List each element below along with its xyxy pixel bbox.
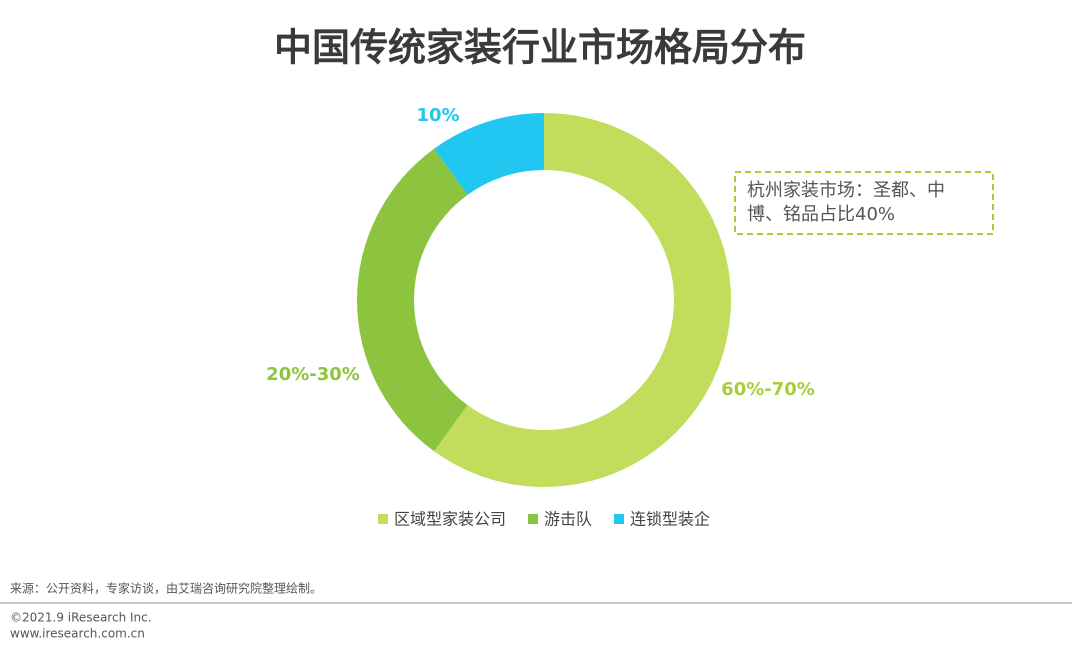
data-label: 10% [416, 105, 459, 126]
website: www.iresearch.com.cn [10, 627, 145, 641]
donut-segment [434, 113, 544, 195]
annotation-line: 博、铭品占比40% [747, 204, 895, 225]
data-label: 60%-70% [721, 379, 815, 400]
chart-title: 中国传统家装行业市场格局分布 [274, 26, 806, 70]
legend-swatch [614, 514, 625, 524]
source: 来源：公开资料，专家访谈，由艾瑞咨询研究院整理绘制。 [10, 581, 322, 596]
legend-swatch [528, 514, 539, 524]
legend-swatch [378, 514, 388, 524]
legend-label: 区域型家装公司 [394, 510, 506, 529]
legend-label: 连锁型装企 [630, 510, 710, 529]
donut-segment [357, 148, 468, 452]
data-label: 20%-30% [266, 364, 360, 385]
donut-segment [434, 113, 732, 488]
legend-label: 游击队 [544, 510, 592, 529]
annotation-line: 杭州家装市场：圣都、中 [747, 180, 945, 201]
copyright: ©2021.9 iResearch Inc. [10, 611, 152, 625]
